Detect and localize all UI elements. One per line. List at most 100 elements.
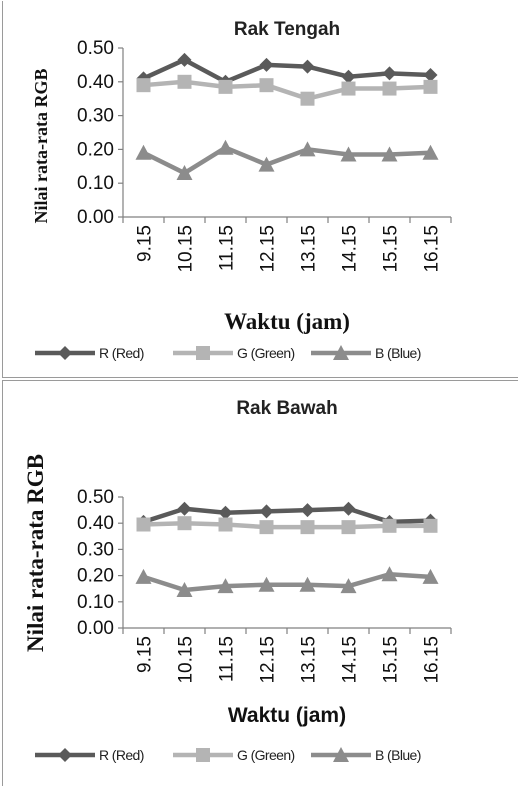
- x-tick-label: 11.15: [217, 225, 238, 271]
- data-point: [217, 139, 234, 155]
- chart-rak-tengah: Rak Tengah 0.00 0.10 0.20 0.30 0.40 0.50 9.15…: [31, 19, 452, 361]
- data-point: [340, 578, 357, 594]
- data-point: [299, 141, 316, 157]
- data-point: [177, 74, 192, 89]
- y-axis-label: Nilai rata-rata RGB: [31, 69, 51, 224]
- data-point: [217, 578, 234, 594]
- y-tick-label: 0.20: [77, 566, 114, 587]
- data-point: [300, 503, 315, 518]
- x-tick-label: 16.15: [422, 636, 443, 684]
- x-tick-label: 10.15: [176, 225, 197, 273]
- data-point: [381, 146, 398, 162]
- chart-title: Rak Tengah: [234, 19, 340, 40]
- y-tick-label: 0.50: [77, 487, 114, 508]
- legend: R (Red) G (Green) B (Blue): [35, 747, 421, 763]
- legend-marker: [58, 346, 72, 360]
- data-point: [135, 568, 152, 584]
- chart-rak-bawah: Rak Bawah 0.00 0.10 0.20 0.30 0.40 0.50 9.15 1…: [23, 398, 452, 763]
- chart-title: Rak Bawah: [236, 398, 337, 419]
- data-point: [382, 81, 397, 96]
- data-point: [341, 501, 356, 516]
- data-point: [176, 165, 193, 181]
- legend-marker: [333, 345, 349, 360]
- data-point: [300, 59, 315, 74]
- data-point: [218, 79, 233, 94]
- data-point: [300, 520, 315, 535]
- data-point: [423, 68, 438, 83]
- legend-label: G (Green): [237, 747, 295, 763]
- legend-marker: [196, 346, 210, 360]
- y-tick-label: 0.30: [77, 106, 114, 127]
- data-point: [136, 517, 151, 532]
- data-point: [382, 518, 397, 533]
- legend-label: B (Blue): [375, 345, 421, 361]
- data-point: [422, 568, 439, 584]
- x-tick-label: 12.15: [258, 636, 279, 684]
- data-point: [259, 504, 274, 519]
- x-tick-label: 13.15: [299, 636, 320, 684]
- data-point: [423, 79, 438, 94]
- series-line: [142, 572, 431, 593]
- y-axis-label: Nilai rata-rata RGB: [23, 454, 48, 652]
- y-tick-label: 0.30: [77, 539, 114, 560]
- legend-marker: [333, 747, 349, 762]
- data-point: [259, 57, 274, 72]
- chart-panel-rak-bawah: Rak Bawah 0.00 0.10 0.20 0.30 0.40 0.50 9.15 1…: [2, 380, 518, 786]
- data-point: [177, 516, 192, 531]
- x-tick-label: 9.15: [135, 225, 156, 262]
- legend-marker: [58, 748, 72, 762]
- data-point: [423, 518, 438, 533]
- x-tick-label: 13.15: [299, 225, 320, 273]
- series-square: [136, 74, 438, 106]
- data-point: [176, 582, 193, 598]
- data-point: [300, 91, 315, 106]
- x-axis-label: Waktu (jam): [224, 309, 350, 334]
- y-tick-label: 0.10: [77, 173, 114, 194]
- chart-panel-rak-tengah: Rak Tengah 0.00 0.10 0.20 0.30 0.40 0.50 9.15…: [2, 1, 518, 378]
- data-point: [218, 505, 233, 520]
- x-tick-label: 12.15: [258, 225, 279, 273]
- x-tick-label: 11.15: [217, 636, 238, 682]
- y-tick-label: 0.10: [77, 592, 114, 613]
- data-point: [259, 520, 274, 535]
- x-tick-label: 14.15: [340, 225, 361, 273]
- x-tick-label: 15.15: [381, 636, 402, 684]
- legend-label: R (Red): [99, 747, 144, 763]
- data-point: [218, 517, 233, 532]
- data-point: [136, 78, 151, 93]
- y-tick-label: 0.00: [77, 618, 114, 639]
- legend-label: B (Blue): [375, 747, 421, 763]
- y-tick-label: 0.50: [77, 38, 114, 59]
- data-point: [341, 69, 356, 84]
- legend-label: R (Red): [99, 345, 144, 361]
- series-triangle: [135, 139, 439, 181]
- x-tick-label: 16.15: [422, 225, 443, 273]
- y-tick-label: 0.40: [77, 72, 114, 93]
- data-point: [299, 576, 316, 592]
- legend-marker: [196, 748, 210, 762]
- series-line: [142, 57, 431, 85]
- legend: R (Red) G (Green) B (Blue): [35, 345, 421, 361]
- series-triangle: [135, 566, 439, 598]
- data-point: [258, 156, 275, 172]
- data-point: [341, 520, 356, 535]
- data-point: [177, 52, 192, 67]
- data-point: [340, 146, 357, 162]
- x-tick-label: 9.15: [135, 636, 156, 673]
- data-point: [381, 566, 398, 582]
- series-line: [142, 145, 431, 176]
- y-tick-label: 0.00: [77, 207, 114, 228]
- data-point: [422, 144, 439, 160]
- data-point: [177, 501, 192, 516]
- x-tick-label: 10.15: [176, 636, 197, 684]
- data-point: [135, 144, 152, 160]
- y-tick-label: 0.20: [77, 139, 114, 160]
- series-square: [136, 516, 438, 535]
- x-tick-label: 15.15: [381, 225, 402, 273]
- data-point: [258, 576, 275, 592]
- data-point: [341, 81, 356, 96]
- legend-label: G (Green): [237, 345, 295, 361]
- y-tick-label: 0.40: [77, 513, 114, 534]
- data-point: [259, 78, 274, 93]
- x-axis-label: Waktu (jam): [228, 704, 346, 727]
